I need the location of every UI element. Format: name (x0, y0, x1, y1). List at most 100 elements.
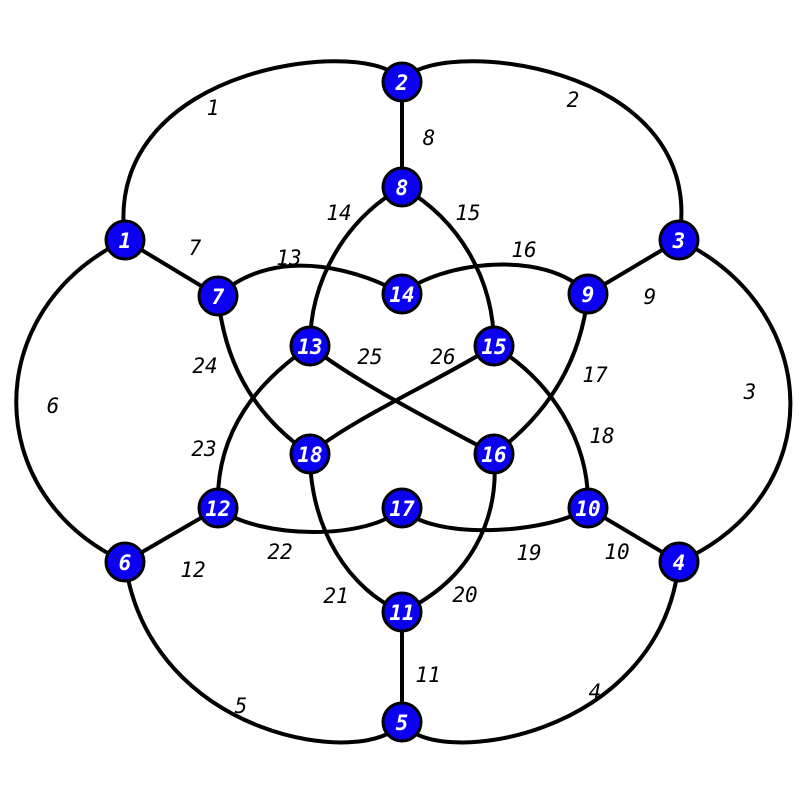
node-label-7: 7 (212, 285, 225, 309)
node-6: 6 (104, 541, 146, 583)
edge-label-15: 15 (455, 201, 480, 225)
edge-label-16: 16 (511, 238, 536, 262)
node-label-14: 14 (389, 283, 414, 307)
edge-20 (401, 453, 497, 614)
node-circle-18 (289, 433, 331, 475)
edge-1 (121, 59, 404, 241)
node-circle-10 (567, 487, 609, 529)
edge-label-25: 25 (357, 345, 382, 369)
node-label-12: 12 (205, 497, 230, 521)
node-1: 1 (104, 219, 146, 261)
edge-label-18: 18 (589, 424, 614, 448)
edge-14 (308, 185, 404, 347)
edge-label-22: 22 (267, 540, 292, 564)
edge-label-5: 5 (235, 694, 248, 718)
node-2: 2 (381, 61, 423, 103)
edge-label-23: 23 (191, 437, 216, 461)
node-circle-14 (381, 273, 423, 315)
node-circle-13 (289, 325, 331, 367)
node-circle-17 (381, 487, 423, 529)
edge-label-8: 8 (423, 126, 436, 150)
node-label-5: 5 (396, 711, 409, 735)
node-label-17: 17 (389, 497, 415, 521)
node-circle-7 (197, 275, 239, 317)
edge-label-6: 6 (47, 394, 60, 418)
edge-15 (401, 185, 496, 347)
edge-label-3: 3 (743, 380, 757, 404)
edge-23 (215, 344, 312, 509)
node-label-13: 13 (297, 335, 322, 359)
edge-label-12: 12 (180, 558, 205, 582)
node-label-9: 9 (582, 283, 595, 307)
edge-13 (216, 263, 404, 298)
node-label-4: 4 (673, 551, 686, 575)
node-circle-2 (381, 61, 423, 103)
edge-19 (400, 506, 590, 533)
node-17: 17 (381, 487, 423, 529)
node-circle-11 (381, 591, 423, 633)
node-18: 18 (289, 433, 331, 475)
edge-label-17: 17 (582, 363, 608, 387)
edge-5 (123, 561, 404, 745)
node-label-15: 15 (481, 335, 506, 359)
node-label-18: 18 (297, 443, 322, 467)
edge-label-11: 11 (415, 663, 440, 687)
node-circle-1 (104, 219, 146, 261)
node-circle-3 (658, 219, 700, 261)
node-label-3: 3 (672, 229, 686, 253)
edge-label-19: 19 (516, 541, 541, 565)
node-label-10: 10 (575, 497, 600, 521)
node-3: 3 (658, 219, 700, 261)
edge-label-10: 10 (604, 540, 629, 564)
edge-label-4: 4 (589, 680, 602, 704)
node-circle-15 (473, 325, 515, 367)
edge-21 (308, 453, 403, 614)
edge-label-13: 13 (276, 246, 301, 270)
edge-26 (308, 344, 496, 456)
edge-3 (678, 238, 793, 564)
edge-label-21: 21 (323, 584, 348, 608)
node-label-2: 2 (395, 71, 409, 95)
node-label-8: 8 (396, 176, 409, 200)
edge-17 (492, 293, 590, 456)
node-circle-6 (104, 541, 146, 583)
edge-label-26: 26 (430, 345, 455, 369)
edge-6 (14, 238, 126, 564)
edge-label-20: 20 (452, 583, 477, 607)
node-circle-8 (381, 166, 423, 208)
node-10: 10 (567, 487, 609, 529)
node-label-1: 1 (119, 229, 132, 253)
node-8: 8 (381, 166, 423, 208)
node-circle-16 (473, 433, 515, 475)
edge-25 (308, 344, 495, 456)
node-15: 15 (473, 325, 515, 367)
edge-label-24: 24 (192, 354, 217, 378)
node-11: 11 (381, 591, 423, 633)
node-label-16: 16 (481, 443, 506, 467)
edge-2 (400, 59, 684, 241)
edge-22 (216, 506, 404, 534)
node-16: 16 (473, 433, 515, 475)
node-14: 14 (381, 273, 423, 315)
node-12: 12 (197, 487, 239, 529)
node-circle-5 (381, 701, 423, 743)
node-circle-9 (567, 273, 609, 315)
node-9: 9 (567, 273, 609, 315)
node-circle-12 (197, 487, 239, 529)
edge-label-1: 1 (207, 96, 220, 120)
node-label-11: 11 (389, 601, 414, 625)
node-circle-4 (658, 541, 700, 583)
edges-layer (14, 59, 793, 745)
edge-16 (400, 262, 590, 296)
edge-label-9: 9 (644, 285, 657, 309)
edge-4 (400, 561, 681, 745)
node-13: 13 (289, 325, 331, 367)
node-7: 7 (197, 275, 239, 317)
edge-label-14: 14 (326, 201, 351, 225)
edge-label-2: 2 (567, 88, 580, 112)
node-5: 5 (381, 701, 423, 743)
node-label-6: 6 (119, 551, 132, 575)
